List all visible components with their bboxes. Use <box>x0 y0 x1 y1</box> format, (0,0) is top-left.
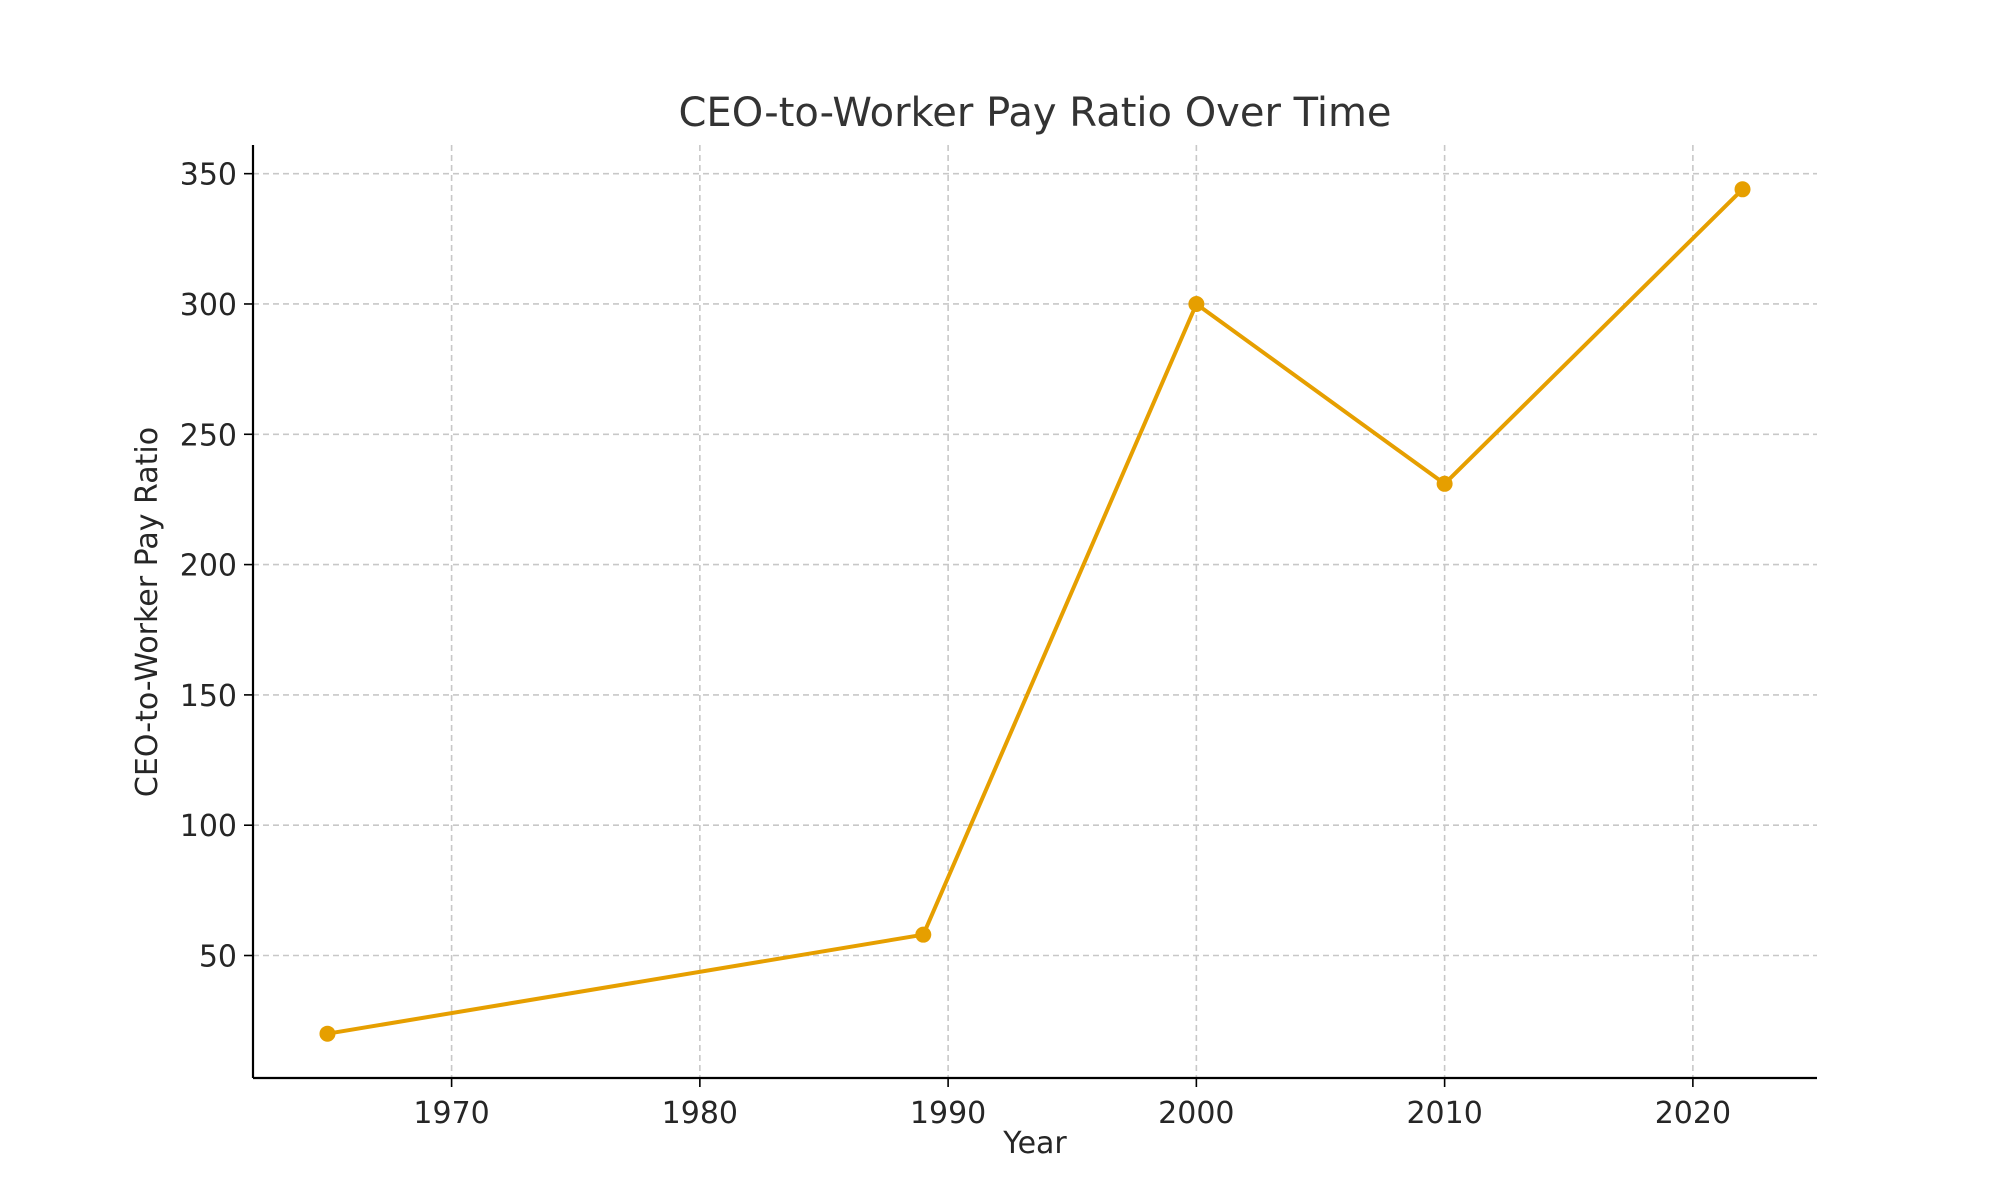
series-line-0 <box>325 187 1745 1036</box>
y-tick-label-300: 300 <box>180 288 237 323</box>
x-tick-label-1990: 1990 <box>910 1096 986 1131</box>
axes-layer <box>251 145 1817 1080</box>
y-tick-label-250: 250 <box>180 418 237 453</box>
data-point-2000 <box>1188 295 1205 312</box>
y-tick-label-350: 350 <box>180 158 237 193</box>
grid-layer <box>253 145 1817 1078</box>
y-tick-label-150: 150 <box>180 679 237 714</box>
x-tick-label-1970: 1970 <box>413 1096 489 1131</box>
chart-title: CEO-to-Worker Pay Ratio Over Time <box>678 90 1391 136</box>
data-point-1989 <box>915 926 932 943</box>
y-axis-label: CEO-to-Worker Pay Ratio <box>130 427 165 797</box>
x-tick-label-1980: 1980 <box>662 1096 738 1131</box>
y-tick-label-50: 50 <box>199 940 237 975</box>
series-layer <box>319 181 1751 1042</box>
y-tick-label-100: 100 <box>180 809 237 844</box>
data-point-2022 <box>1734 181 1751 198</box>
x-axis-label: Year <box>1002 1126 1067 1161</box>
y-tick-label-200: 200 <box>180 549 237 584</box>
x-tick-label-2000: 2000 <box>1158 1096 1234 1131</box>
x-tick-label-2020: 2020 <box>1655 1096 1731 1131</box>
y-ticks: 50 100 150 200 250 300 350 <box>180 158 253 975</box>
data-point-1965 <box>319 1025 336 1042</box>
x-tick-label-2010: 2010 <box>1406 1096 1482 1131</box>
data-point-2010 <box>1436 475 1453 492</box>
x-ticks: 1970 1980 1990 2000 2010 2020 <box>413 1078 1731 1131</box>
